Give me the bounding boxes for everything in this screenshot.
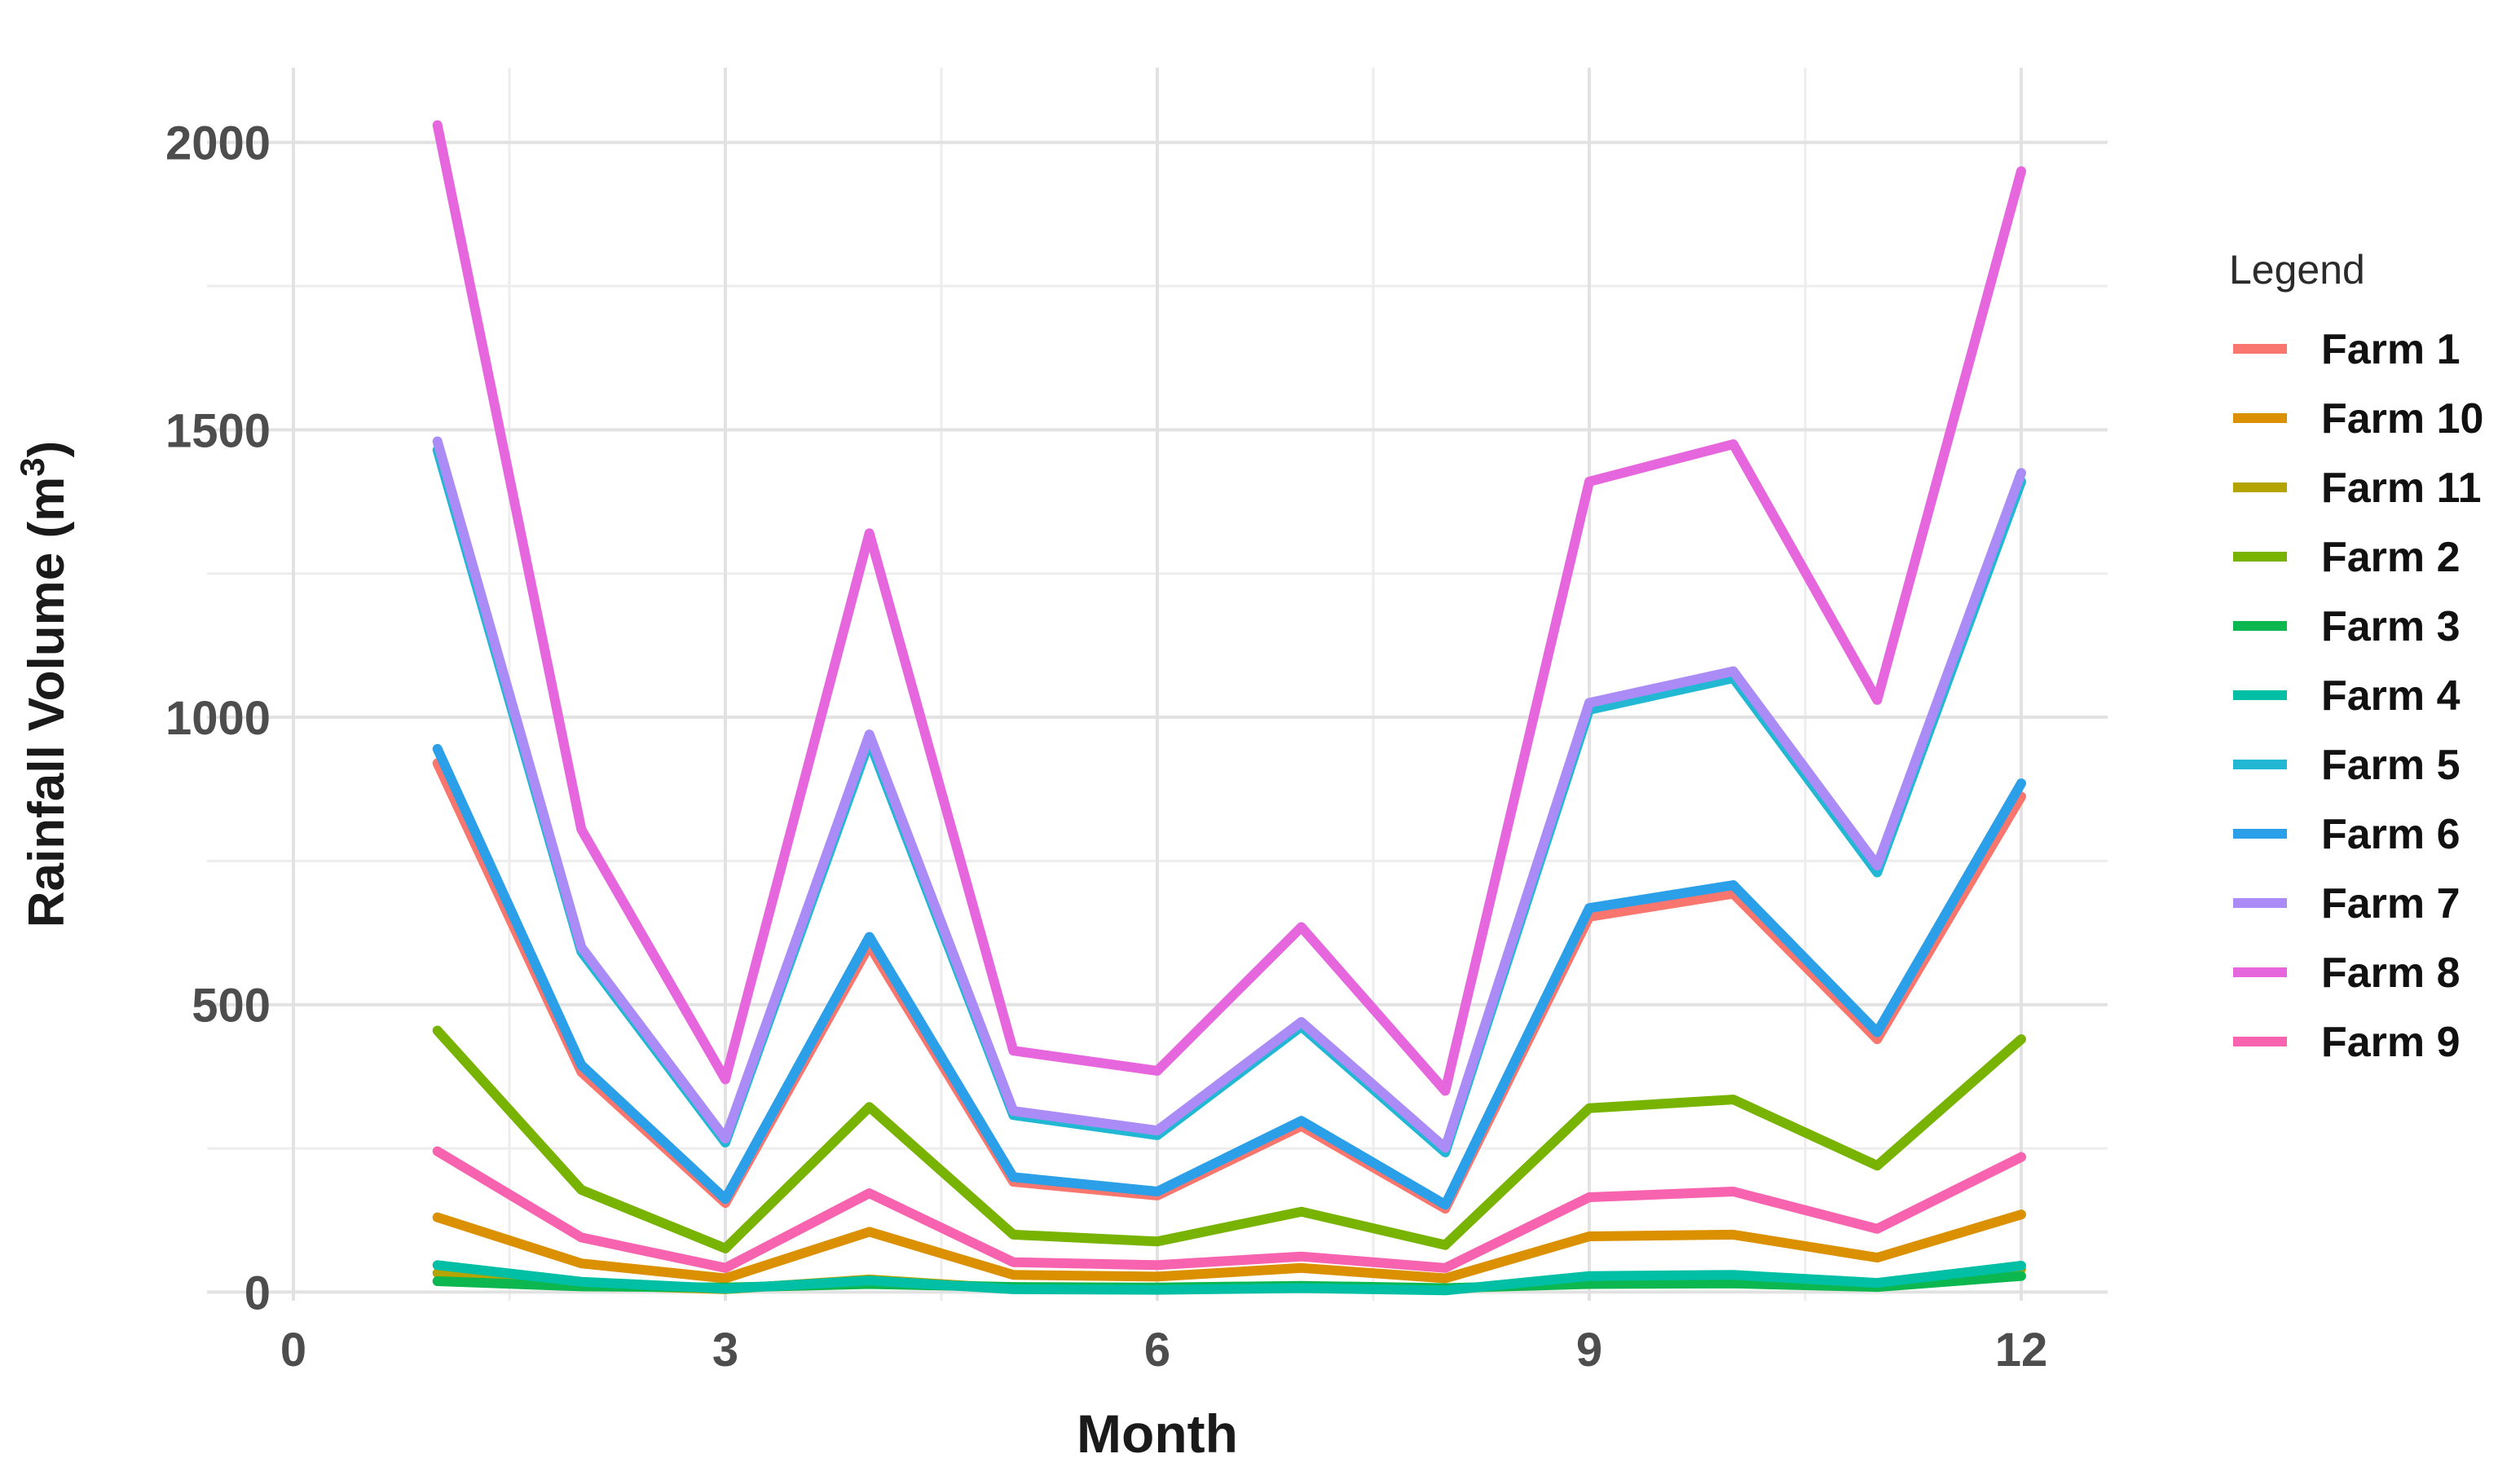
- legend-label-farm-7: Farm 7: [2321, 880, 2461, 927]
- series-line-farm-10: [432, 1209, 2026, 1284]
- y-tick-label-0: 0: [245, 1267, 271, 1319]
- y-tick-label-2000: 2000: [165, 117, 271, 170]
- legend-item-farm-8: Farm 8: [2233, 949, 2461, 997]
- legend-item-farm-10: Farm 10: [2233, 395, 2483, 443]
- x-tick-label-9: 9: [1576, 1324, 1602, 1377]
- legend-item-farm-3: Farm 3: [2233, 603, 2461, 650]
- gridlines-major: [207, 68, 2108, 1301]
- y-tick-label-500: 500: [192, 980, 271, 1033]
- y-tick-label-1500: 1500: [165, 404, 271, 457]
- legend-title: Legend: [2229, 247, 2365, 293]
- legend-item-farm-5: Farm 5: [2233, 742, 2461, 789]
- y-tick-label-1000: 1000: [165, 692, 271, 745]
- legend-label-farm-9: Farm 9: [2321, 1019, 2461, 1066]
- x-axis-title: Month: [1077, 1403, 1238, 1464]
- legend-item-farm-2: Farm 2: [2233, 534, 2461, 581]
- series-line-farm-5: [432, 445, 2026, 1157]
- x-tick-label-3: 3: [712, 1324, 738, 1377]
- legend-label-farm-2: Farm 2: [2321, 534, 2461, 581]
- y-axis-title: Rainfall Volume (m3): [13, 441, 75, 928]
- legend-label-farm-10: Farm 10: [2321, 395, 2483, 443]
- legend-label-farm-3: Farm 3: [2321, 603, 2461, 650]
- legend-label-farm-6: Farm 6: [2321, 811, 2461, 858]
- series-line-farm-6: [432, 743, 2026, 1210]
- x-tick-label-12: 12: [1995, 1324, 2048, 1377]
- legend-item-farm-7: Farm 7: [2233, 880, 2461, 927]
- legend-item-farm-9: Farm 9: [2233, 1019, 2461, 1066]
- series-line-farm-9: [432, 1146, 2026, 1273]
- series-lines: [432, 120, 2026, 1296]
- legend-item-farm-1: Farm 1: [2233, 326, 2461, 373]
- axis-tick-labels: 0 500 1000 1500 2000 0 3 6 9 12: [165, 117, 2047, 1377]
- legend-label-farm-1: Farm 1: [2321, 326, 2461, 373]
- legend-label-farm-8: Farm 8: [2321, 949, 2461, 997]
- legend-label-farm-4: Farm 4: [2321, 672, 2461, 720]
- series-line-farm-8: [432, 120, 2026, 1096]
- x-tick-label-6: 6: [1144, 1324, 1170, 1377]
- legend-item-farm-4: Farm 4: [2233, 672, 2461, 720]
- series-line-farm-4: [432, 1260, 2026, 1296]
- legend-item-farm-11: Farm 11: [2233, 465, 2482, 512]
- series-line-farm-2: [432, 1025, 2026, 1253]
- x-tick-label-0: 0: [280, 1324, 306, 1377]
- series-line-farm-7: [432, 436, 2026, 1153]
- legend-item-farm-6: Farm 6: [2233, 811, 2461, 858]
- legend: Legend Farm 1 Farm 10 Farm 11 Farm 2 Farm 3 Fa…: [2229, 247, 2483, 1066]
- legend-label-farm-11: Farm 11: [2321, 465, 2482, 512]
- legend-label-farm-5: Farm 5: [2321, 742, 2461, 789]
